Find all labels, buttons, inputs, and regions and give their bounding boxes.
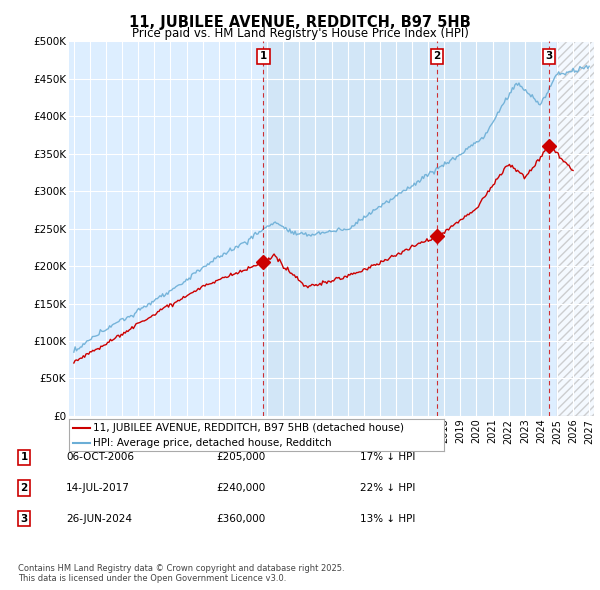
Text: 3: 3: [20, 514, 28, 523]
Text: 11, JUBILEE AVENUE, REDDITCH, B97 5HB: 11, JUBILEE AVENUE, REDDITCH, B97 5HB: [129, 15, 471, 30]
Text: HPI: Average price, detached house, Redditch: HPI: Average price, detached house, Redd…: [94, 438, 332, 448]
Text: £240,000: £240,000: [216, 483, 265, 493]
Text: 1: 1: [260, 51, 267, 61]
Text: 26-JUN-2024: 26-JUN-2024: [66, 514, 132, 523]
Text: 3: 3: [545, 51, 553, 61]
Text: 2: 2: [433, 51, 440, 61]
Text: 2: 2: [20, 483, 28, 493]
Text: 1: 1: [20, 453, 28, 462]
Text: 13% ↓ HPI: 13% ↓ HPI: [360, 514, 415, 523]
Text: Price paid vs. HM Land Registry's House Price Index (HPI): Price paid vs. HM Land Registry's House …: [131, 27, 469, 40]
Text: Contains HM Land Registry data © Crown copyright and database right 2025.
This d: Contains HM Land Registry data © Crown c…: [18, 563, 344, 583]
Text: 17% ↓ HPI: 17% ↓ HPI: [360, 453, 415, 462]
Bar: [557, 41, 600, 416]
Text: 11, JUBILEE AVENUE, REDDITCH, B97 5HB (detached house): 11, JUBILEE AVENUE, REDDITCH, B97 5HB (d…: [94, 423, 404, 433]
Text: £205,000: £205,000: [216, 453, 265, 462]
Text: 14-JUL-2017: 14-JUL-2017: [66, 483, 130, 493]
Bar: [263, 41, 549, 416]
Text: 22% ↓ HPI: 22% ↓ HPI: [360, 483, 415, 493]
Text: £360,000: £360,000: [216, 514, 265, 523]
Text: 06-OCT-2006: 06-OCT-2006: [66, 453, 134, 462]
Bar: [557, 41, 600, 416]
